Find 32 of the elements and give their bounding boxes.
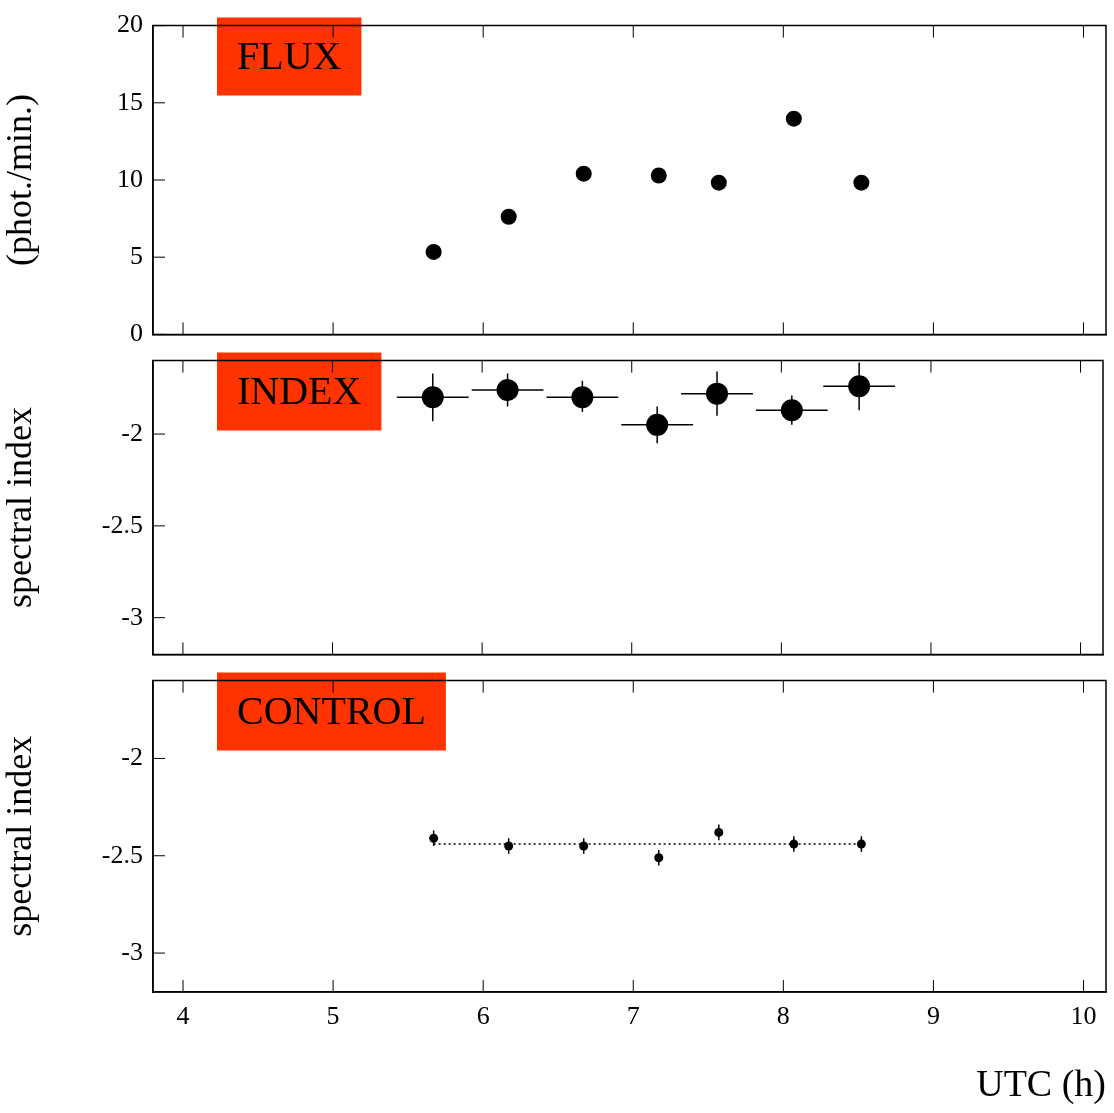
y-tick-label: 10 <box>117 163 143 193</box>
y-tick-label: -2 <box>121 417 143 447</box>
point <box>425 243 442 260</box>
x-tick-label: 7 <box>626 1001 640 1031</box>
y-tick-label: -2.5 <box>101 839 143 869</box>
point <box>500 208 517 225</box>
annotation: FLUX <box>237 33 342 79</box>
y-tick-label: -3 <box>121 936 143 966</box>
y-tick-label: 20 <box>117 9 143 39</box>
point <box>785 110 802 127</box>
x-tick-label: 4 <box>176 1001 190 1031</box>
y-axis-title: (phot./min.) <box>0 94 40 266</box>
y-tick-label: -2.5 <box>101 509 143 539</box>
x-tick-label: 8 <box>776 1001 790 1031</box>
x-tick-label: 6 <box>476 1001 490 1031</box>
point <box>650 167 667 184</box>
point <box>710 174 727 191</box>
y-axis-title: spectral index <box>0 407 40 608</box>
x-tick-label: 9 <box>926 1001 940 1031</box>
y-tick-label: 0 <box>130 318 143 348</box>
y-tick-label: 15 <box>117 86 143 116</box>
point <box>853 174 870 191</box>
point <box>575 165 592 182</box>
annotation: CONTROL <box>237 688 426 734</box>
x-tick-label: 5 <box>326 1001 340 1031</box>
y-axis-title: spectral index <box>0 735 40 937</box>
x-tick-label: 10 <box>1070 1001 1097 1031</box>
x-axis-title: UTC (h) <box>976 1062 1106 1106</box>
y-tick-label: -3 <box>121 601 143 631</box>
y-tick-label: -2 <box>121 742 143 772</box>
y-tick-label: 5 <box>130 241 143 271</box>
annotation: INDEX <box>237 368 362 414</box>
